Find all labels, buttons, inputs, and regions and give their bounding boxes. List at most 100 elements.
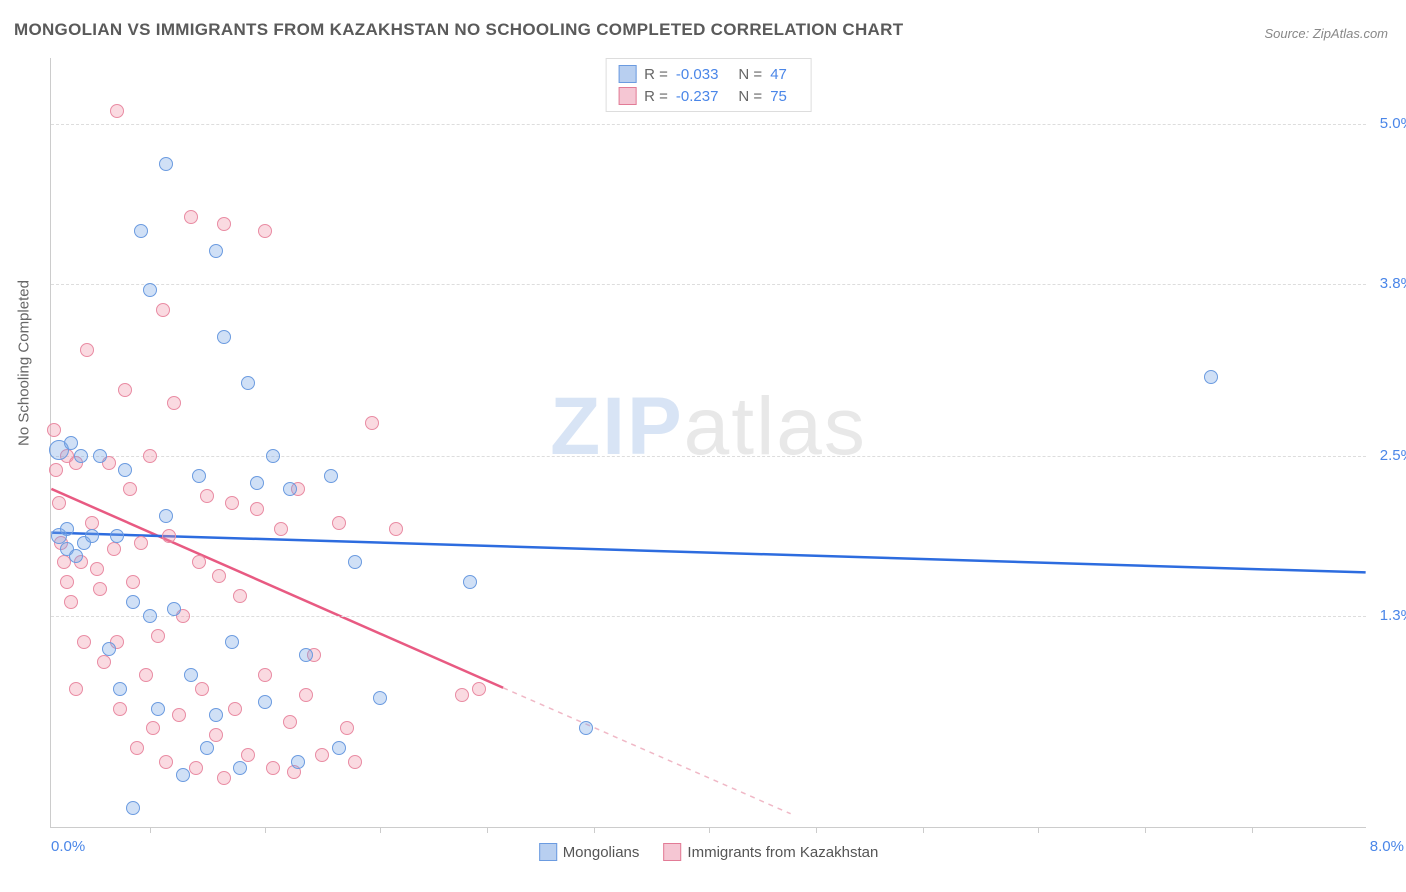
kazakhstan-point [332,516,346,530]
kazakhstan-point [192,555,206,569]
kazakhstan-point [52,496,66,510]
mongolians-point [159,509,173,523]
kazakhstan-point [340,721,354,735]
mongolians-point [126,801,140,815]
mongolians-point [348,555,362,569]
kazakhstan-point [85,516,99,530]
x-tick [923,827,924,833]
trend-lines-svg [51,58,1366,827]
mongolians-point [93,449,107,463]
kazakhstan-point [123,482,137,496]
kazakhstan-point [110,104,124,118]
mongolians-point [192,469,206,483]
watermark-zip: ZIP [550,381,684,472]
kazakhstan-point [60,575,74,589]
series-label-mongolians: Mongolians [563,844,640,861]
mongolians-point [241,376,255,390]
watermark-atlas: atlas [684,381,867,472]
mongolians-point [291,755,305,769]
swatch-kazakhstan-b [663,843,681,861]
kazakhstan-point [258,668,272,682]
legend-row-mongolians: R = -0.033 N = 47 [618,63,799,85]
n-label: N = [738,66,762,83]
mongolians-point [250,476,264,490]
legend-row-kazakhstan: R = -0.237 N = 75 [618,85,799,107]
mongolians-point [134,224,148,238]
x-tick [265,827,266,833]
x-max-label: 8.0% [1370,838,1404,855]
n-label: N = [738,88,762,105]
kazakhstan-point [77,635,91,649]
kazakhstan-point [315,748,329,762]
mongolians-point [69,549,83,563]
legend-stats: R = -0.033 N = 47 R = -0.237 N = 75 [605,58,812,112]
kazakhstan-point [47,423,61,437]
mongolians-point [159,157,173,171]
n-value-mongolians: 47 [770,66,787,83]
kazakhstan-point [250,502,264,516]
x-tick [150,827,151,833]
watermark: ZIPatlas [550,380,867,474]
mongolians-point [217,330,231,344]
mongolians-point [184,668,198,682]
kazakhstan-point [159,755,173,769]
mongolians-point [143,609,157,623]
mongolians-point [324,469,338,483]
kazakhstan-point [172,708,186,722]
kazakhstan-point [143,449,157,463]
mongolians-point [1204,370,1218,384]
mongolians-point [167,602,181,616]
grid-line [51,456,1366,457]
kazakhstan-point [195,682,209,696]
kazakhstan-point [455,688,469,702]
kazakhstan-point [217,217,231,231]
trend-line [51,489,503,688]
kazakhstan-point [209,728,223,742]
kazakhstan-point [97,655,111,669]
y-axis-label: No Schooling Completed [16,280,33,446]
legend-item-kazakhstan: Immigrants from Kazakhstan [663,843,878,861]
kazakhstan-point [274,522,288,536]
kazakhstan-point [126,575,140,589]
chart-area: ZIPatlas R = -0.033 N = 47 R = -0.237 N … [50,58,1366,828]
grid-line [51,124,1366,125]
mongolians-point [110,529,124,543]
mongolians-point [126,595,140,609]
mongolians-point [225,635,239,649]
kazakhstan-point [139,668,153,682]
kazakhstan-point [472,682,486,696]
y-tick-label: 2.5% [1380,447,1406,464]
kazakhstan-point [184,210,198,224]
kazakhstan-point [348,755,362,769]
x-tick [816,827,817,833]
kazakhstan-point [266,761,280,775]
kazakhstan-point [233,589,247,603]
r-label: R = [644,66,668,83]
x-tick [1145,827,1146,833]
kazakhstan-point [64,595,78,609]
mongolians-point [64,436,78,450]
mongolians-point [233,761,247,775]
legend-series: Mongolians Immigrants from Kazakhstan [539,843,879,861]
kazakhstan-point [90,562,104,576]
r-label: R = [644,88,668,105]
r-value-mongolians: -0.033 [676,66,719,83]
trend-line [51,533,1365,573]
x-tick [1038,827,1039,833]
mongolians-point [200,741,214,755]
trend-line [503,688,791,814]
kazakhstan-point [162,529,176,543]
swatch-mongolians [618,65,636,83]
mongolians-point [102,642,116,656]
kazakhstan-point [118,383,132,397]
kazakhstan-point [283,715,297,729]
swatch-mongolians-b [539,843,557,861]
legend-item-mongolians: Mongolians [539,843,640,861]
kazakhstan-point [113,702,127,716]
kazakhstan-point [134,536,148,550]
n-value-kazakhstan: 75 [770,88,787,105]
mongolians-point [118,463,132,477]
x-tick [487,827,488,833]
mongolians-point [85,529,99,543]
kazakhstan-point [107,542,121,556]
